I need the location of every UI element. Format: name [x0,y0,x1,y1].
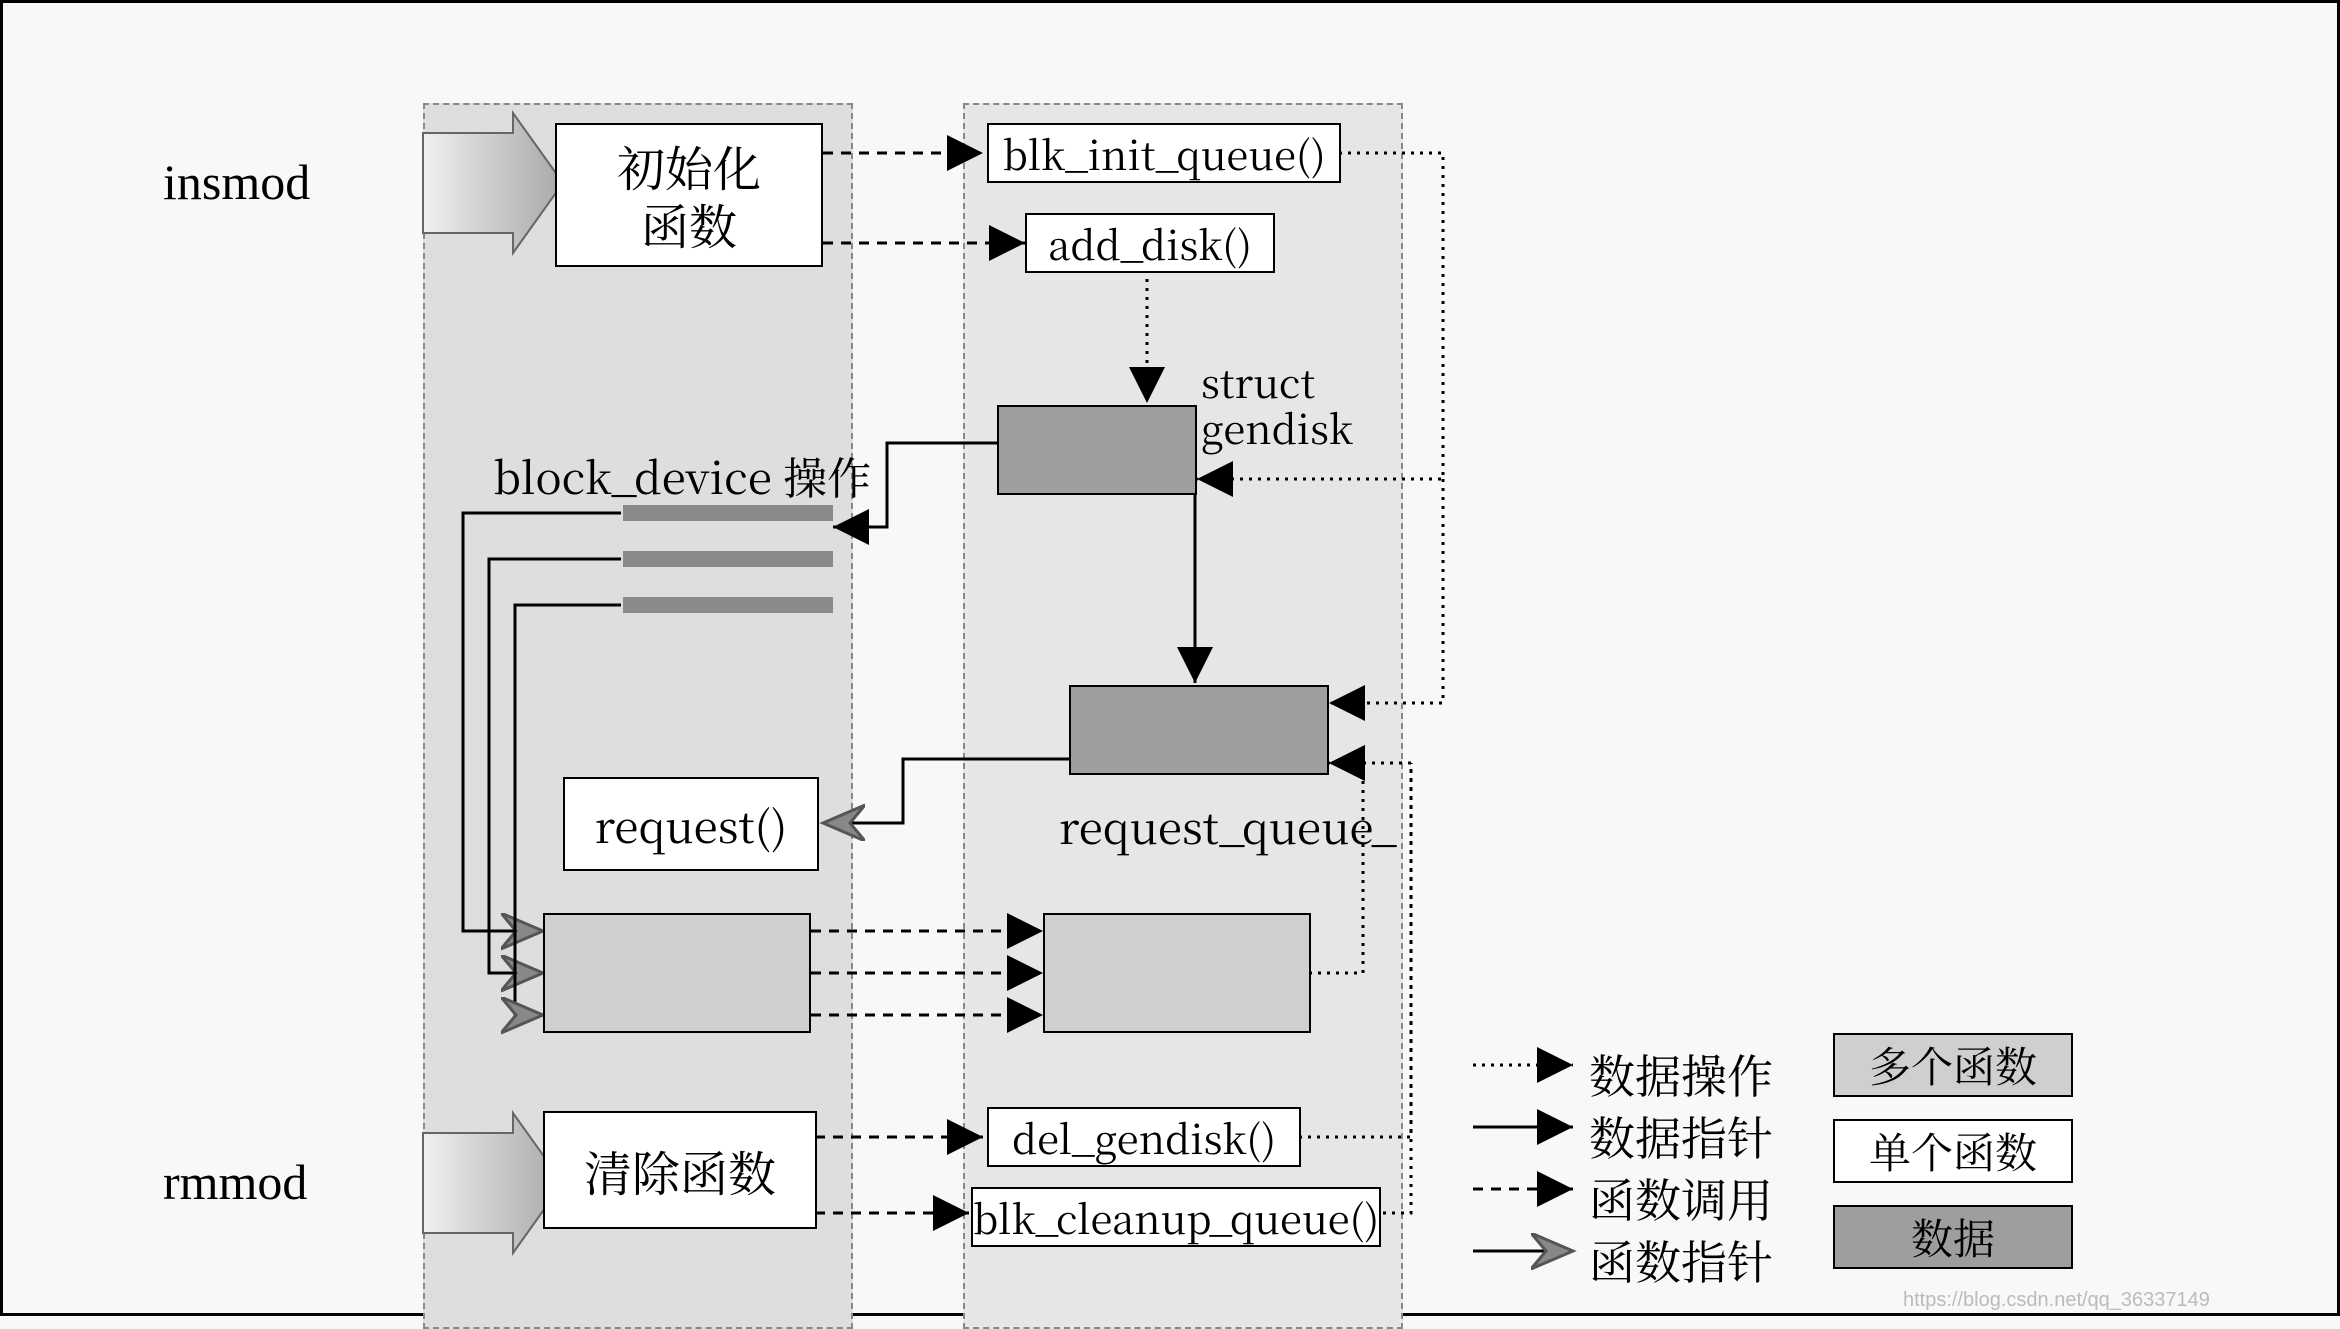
legend-data-op: 数据操作 [1589,1041,1773,1107]
block-device-bar-2 [623,551,833,567]
init-fn-node: 初始化函数 [555,123,823,267]
gendisk-node [997,405,1197,495]
multi-left-node [543,913,811,1033]
blk-cleanup-queue-node: blk_cleanup_queue() [971,1187,1381,1247]
insmod-big-arrow [423,113,563,253]
legend-single-fn-box: 单个函数 [1833,1119,2073,1183]
request-node: request() [563,777,819,871]
legend-fn-ptr: 函数指针 [1589,1227,1773,1293]
legend-data-box: 数据 [1833,1205,2073,1269]
block-device-bar-3 [623,597,833,613]
diagram-root: insmod rmmod block_device 操作 structgendi… [0,0,2340,1316]
legend-multi-fn-box: 多个函数 [1833,1033,2073,1097]
legend-fn-call: 函数调用 [1589,1165,1773,1231]
watermark: https://blog.csdn.net/qq_36337149 [1903,1289,2210,1312]
request-queue-node [1069,685,1329,775]
rmmod-big-arrow [423,1113,563,1253]
init-fn-label: 初始化函数 [617,137,761,252]
cleanup-fn-node: 清除函数 [543,1111,817,1229]
del-gendisk-node: del_gendisk() [987,1107,1301,1167]
legend-data-ptr: 数据指针 [1589,1103,1773,1169]
block-device-bar-1 [623,505,833,521]
multi-right-node [1043,913,1311,1033]
add-disk-node: add_disk() [1025,213,1275,273]
blk-init-queue-node: blk_init_queue() [987,123,1341,183]
